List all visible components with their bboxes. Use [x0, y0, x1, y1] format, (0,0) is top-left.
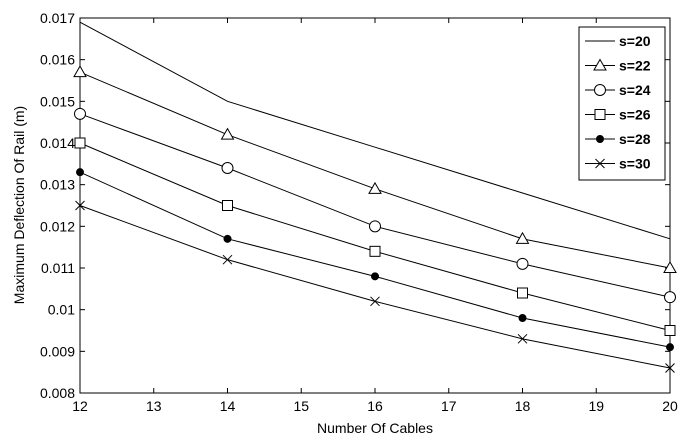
data-point — [663, 260, 677, 273]
data-point — [223, 234, 232, 243]
data-point — [369, 220, 381, 233]
data-point — [518, 314, 527, 322]
data-point — [666, 343, 674, 352]
y-axis-label: Maximum Deflection Of Rail (m) — [11, 106, 27, 304]
data-point — [517, 287, 528, 299]
plot-area — [79, 17, 671, 394]
legend-label: s=26 — [619, 107, 651, 123]
series-s=28 — [76, 168, 674, 352]
series-s=30 — [75, 200, 675, 373]
data-point — [664, 325, 676, 336]
data-point — [74, 107, 86, 120]
series-s=22 — [73, 65, 677, 273]
x-tick-label: 18 — [515, 398, 531, 414]
legend-label: s=22 — [619, 58, 651, 74]
y-axis: 0.008 0.009 0.01 0.011 0.012 0.013 0.014 0.015 0… — [40, 10, 670, 401]
y-tick-label: 0.013 — [40, 177, 75, 193]
data-point — [75, 200, 85, 211]
x-tick-label: 17 — [441, 398, 457, 414]
x-tick-label: 15 — [293, 398, 309, 414]
x-marker-stroke — [75, 200, 85, 211]
y-tick-label: 0.014 — [40, 135, 75, 151]
legend-item: s=24 — [585, 82, 651, 98]
data-point — [664, 291, 676, 304]
data-point — [515, 231, 530, 244]
x-tick-label: 12 — [72, 398, 88, 414]
data-point — [665, 363, 675, 373]
legend-item: s=30 — [585, 156, 651, 172]
data-point — [73, 65, 87, 78]
y-tick-label: 0.011 — [41, 260, 75, 276]
legend-label: s=24 — [619, 82, 651, 98]
data-point — [371, 272, 379, 281]
legend-item: s=26 — [585, 107, 651, 123]
legend-label: s=28 — [619, 131, 651, 147]
data-point — [74, 137, 86, 149]
x-marker-stroke — [665, 363, 675, 373]
y-tick-label: 0.015 — [40, 93, 75, 109]
data-point — [368, 181, 382, 194]
y-tick-label: 0.017 — [40, 10, 75, 26]
x-marker-stroke — [370, 296, 380, 307]
data-point — [221, 162, 234, 174]
series-s=26 — [74, 137, 676, 336]
data-point — [222, 254, 233, 265]
x-axis: 12 13 14 15 16 17 18 19 20 — [72, 18, 678, 414]
legend-item: s=22 — [585, 58, 651, 74]
y-tick-label: 0.009 — [40, 343, 75, 359]
legend-label: s=30 — [619, 156, 651, 172]
legend-marker — [593, 58, 607, 71]
legend-label: s=20 — [619, 33, 651, 49]
legend: s=20 s=22 s=24 s=26 s=28 s=30 — [578, 26, 666, 181]
data-point — [220, 127, 235, 140]
data-point — [370, 296, 380, 307]
data-point — [517, 333, 528, 344]
data-point — [222, 200, 233, 211]
legend-marker — [594, 84, 606, 96]
x-tick-label: 20 — [662, 398, 678, 414]
y-tick-label: 0.008 — [40, 385, 75, 401]
legend-item: s=20 — [585, 33, 651, 49]
y-tick-label: 0.01 — [48, 302, 75, 318]
y-tick-label: 0.012 — [40, 218, 75, 234]
series-line — [79, 21, 671, 240]
x-tick-label: 13 — [146, 398, 162, 414]
legend-box — [578, 26, 666, 181]
x-tick-label: 16 — [367, 398, 383, 414]
legend-marker — [595, 158, 605, 169]
x-tick-label: 19 — [588, 398, 604, 414]
x-axis-label: Number Of Cables — [317, 420, 433, 436]
x-marker-stroke — [517, 333, 528, 344]
data-point — [516, 257, 529, 270]
data-point — [369, 245, 381, 257]
legend-marker — [596, 135, 604, 143]
x-tick-label: 14 — [220, 398, 236, 414]
series-s=24 — [74, 107, 676, 304]
y-tick-label: 0.016 — [40, 52, 75, 68]
series-s=20 — [79, 21, 671, 240]
x-marker-stroke — [222, 254, 233, 265]
legend-item: s=28 — [585, 131, 651, 147]
data-point — [76, 168, 84, 177]
x-marker-stroke — [595, 158, 605, 169]
series-layer — [73, 21, 677, 373]
legend-marker — [594, 109, 606, 120]
